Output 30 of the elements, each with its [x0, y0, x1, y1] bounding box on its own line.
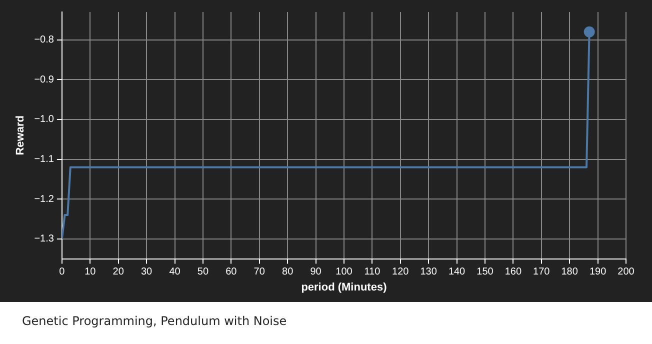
x-tick-label: 60 [226, 266, 238, 278]
x-tick-label: 20 [112, 266, 124, 278]
x-tick-label: 0 [59, 266, 66, 278]
y-axis-title: Reward [14, 116, 27, 156]
y-tick-label: −0.9 [34, 74, 54, 86]
x-tick-label: 200 [618, 266, 635, 278]
x-tick-label: 70 [254, 266, 266, 278]
x-tick-label: 190 [589, 266, 607, 278]
y-tick-label: −0.8 [34, 34, 54, 46]
x-axis-title: period (Minutes) [301, 281, 388, 294]
x-tick-label: 40 [169, 266, 181, 278]
x-tick-label: 50 [197, 266, 209, 278]
x-tick-label: 100 [336, 266, 353, 278]
x-tick-label: 90 [310, 266, 322, 278]
y-tick-label: −1.1 [34, 154, 54, 166]
x-tick-label: 150 [476, 266, 494, 278]
y-tick-label: −1.3 [34, 234, 54, 245]
y-tick-label: −1.2 [34, 194, 54, 205]
y-tick-label: −1.0 [34, 114, 54, 126]
x-tick-label: 110 [364, 266, 381, 278]
x-tick-label: 10 [84, 266, 96, 278]
text: Genetic Programming, Pendulum with Noise [21, 313, 288, 328]
x-tick-label: 180 [561, 266, 578, 278]
x-tick-label: 160 [504, 266, 522, 278]
x-tick-label: 140 [448, 266, 466, 278]
x-tick-label: 170 [533, 266, 550, 278]
x-tick-label: 130 [420, 266, 438, 278]
x-tick-label: 120 [392, 266, 410, 278]
x-tick-label: 30 [140, 266, 153, 278]
x-tick-label: 80 [282, 266, 294, 278]
